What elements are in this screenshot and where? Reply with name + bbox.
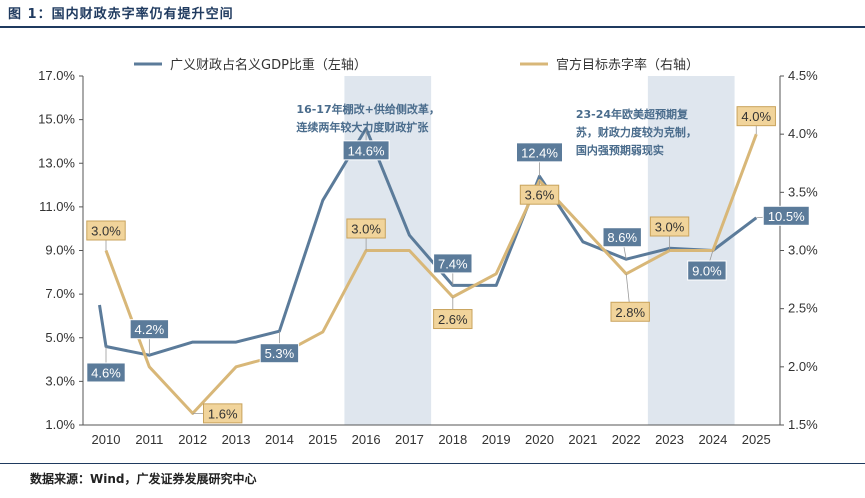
y-right-tick-label: 3.0%: [788, 243, 818, 258]
data-label-box: [519, 184, 560, 205]
y-right-tick-label: 3.5%: [788, 184, 818, 199]
data-label-box: [203, 403, 243, 424]
x-tick-label: 2025: [742, 432, 771, 447]
x-tick-label: 2011: [135, 432, 163, 447]
data-label-box: [516, 142, 563, 163]
chart: 1.0% 3.0% 5.0% 7.0% 9.0% 11.0% 13.0% 15.0% 17.0%…: [38, 57, 818, 447]
data-label-box: [736, 106, 776, 127]
source-note: 数据来源：Wind，广发证券发展研究中心: [30, 472, 257, 486]
x-tick-label: 2018: [438, 432, 467, 447]
x-tick-label: 2015: [308, 432, 337, 447]
y-left-tick-label: 5.0%: [45, 330, 75, 345]
data-label: 2.8%: [615, 305, 645, 320]
y-left-tick-label: 15.0%: [38, 112, 75, 127]
data-label-box: [602, 227, 642, 248]
y-right-tick-label: 1.5%: [788, 417, 818, 432]
shaded-period-annotation: 苏，财政力度较为克制，: [576, 125, 697, 139]
shaded-period-annotation: 连续两年较大力度财政扩张: [296, 120, 429, 134]
x-tick-label: 2017: [395, 432, 424, 447]
data-label: 7.4%: [438, 256, 468, 271]
data-label-box: [433, 253, 473, 274]
data-label-box: [610, 301, 650, 322]
y-left-tick-label: 1.0%: [45, 417, 75, 432]
data-label-box: [649, 216, 690, 237]
x-tick-label: 2022: [612, 432, 641, 447]
x-tick-label: 2019: [482, 432, 511, 447]
data-label-box: [259, 343, 300, 364]
shaded-period-annotation: 23-24年欧美超预期复: [576, 107, 689, 121]
series-line-1: [98, 126, 758, 357]
shaded-period-annotation: 国内强预期弱现实: [576, 143, 664, 157]
data-label: 3.6%: [525, 188, 555, 203]
y-right-tick-label: 2.5%: [788, 301, 818, 316]
x-tick-label: 2016: [352, 432, 381, 447]
data-label: 8.6%: [607, 230, 637, 245]
x-tick-label: 2014: [265, 432, 294, 447]
legend-label-2: 官方目标赤字率（右轴）: [556, 57, 699, 73]
data-label-box: [86, 220, 126, 241]
data-label-box: [129, 319, 170, 340]
data-label: 2.6%: [438, 312, 468, 327]
y-left-tick-label: 7.0%: [45, 286, 75, 301]
data-label: 4.0%: [741, 109, 771, 124]
y-right-tick-label: 4.0%: [788, 126, 818, 141]
data-label-box: [762, 205, 810, 226]
y-right-tick-label: 2.0%: [788, 359, 818, 374]
data-label-box: [86, 362, 126, 383]
x-tick-label: 2023: [655, 432, 684, 447]
data-label-box: [687, 260, 727, 281]
data-label: 9.0%: [692, 264, 722, 279]
data-label: 4.6%: [91, 365, 121, 380]
data-label: 3.0%: [91, 224, 121, 239]
data-label: 3.0%: [655, 220, 685, 235]
data-label: 12.4%: [521, 145, 558, 160]
data-label-box: [342, 140, 390, 161]
title-divider: [0, 26, 865, 28]
data-label-box: [346, 218, 386, 239]
x-tick-label: 2012: [178, 432, 207, 447]
data-label: 4.2%: [135, 322, 165, 337]
x-tick-label: 2020: [525, 432, 554, 447]
y-left-tick-label: 9.0%: [45, 243, 75, 258]
y-right-tick-label: 4.5%: [788, 68, 818, 83]
x-tick-label: 2010: [92, 432, 121, 447]
data-label: 10.5%: [768, 209, 805, 224]
x-tick-label: 2013: [222, 432, 251, 447]
y-left-tick-label: 17.0%: [38, 68, 75, 83]
data-label: 5.3%: [265, 346, 295, 361]
data-label: 1.6%: [208, 406, 238, 421]
y-left-tick-label: 3.0%: [45, 373, 75, 388]
data-label: 3.0%: [351, 222, 381, 237]
footer-divider: [0, 463, 865, 464]
data-label: 14.6%: [348, 143, 385, 158]
legend-label-1: 广义财政占名义GDP比重（左轴）: [170, 57, 367, 73]
y-left-tick-label: 13.0%: [38, 155, 75, 170]
shaded-period-annotation: 16-17年棚改+供给侧改革，: [296, 102, 439, 116]
data-label-box: [433, 309, 473, 330]
x-tick-label: 2024: [698, 432, 727, 447]
y-left-tick-label: 11.0%: [39, 199, 75, 214]
figure-title: 图 1：国内财政赤字率仍有提升空间: [8, 7, 234, 22]
series-line-2: [104, 133, 758, 415]
x-tick-label: 2021: [568, 432, 597, 447]
